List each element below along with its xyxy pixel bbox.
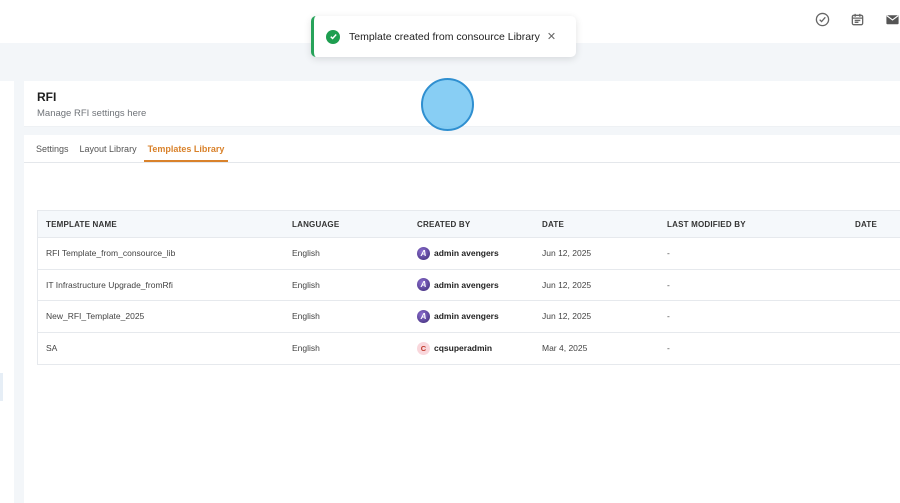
avatar: C — [417, 341, 430, 355]
toast-message: Template created from consource Library — [349, 30, 540, 43]
success-check-icon — [326, 29, 340, 44]
creator-name: admin avengers — [434, 248, 499, 259]
date-cell: Jun 12, 2025 — [542, 279, 592, 290]
page-subtitle: Manage RFI settings here — [37, 108, 147, 119]
table-row[interactable]: RFI Template_from_consource_lib English … — [38, 238, 900, 270]
table-row[interactable]: SA English C cqsuperadmin Mar 4, 2025 - — [38, 333, 900, 365]
settings-tabs: Settings Layout Library Templates Librar… — [24, 135, 900, 163]
tab-layout-library[interactable]: Layout Library — [79, 144, 137, 154]
template-name-cell[interactable]: SA — [46, 343, 58, 354]
created-by-cell: C cqsuperadmin — [417, 341, 493, 355]
column-header-last-modified-by[interactable]: LAST MODIFIED BY — [667, 219, 746, 229]
created-by-cell: A admin avengers — [417, 309, 499, 323]
template-name-cell[interactable]: New_RFI_Template_2025 — [46, 311, 145, 322]
section-divider — [24, 127, 900, 135]
close-icon[interactable]: ✕ — [546, 31, 557, 43]
date-cell: Mar 4, 2025 — [542, 343, 588, 354]
left-sidebar — [0, 81, 14, 503]
last-modified-by-cell: - — [667, 311, 670, 322]
topbar-icons — [815, 12, 900, 27]
last-modified-by-cell: - — [667, 248, 670, 259]
mail-icon[interactable] — [885, 12, 900, 27]
column-header-template-name[interactable]: TEMPLATE NAME — [46, 219, 117, 229]
date-cell: Jun 12, 2025 — [542, 311, 592, 322]
calendar-icon[interactable] — [850, 12, 865, 27]
tab-settings[interactable]: Settings — [36, 144, 69, 154]
column-header-created-by[interactable]: CREATED BY — [417, 219, 471, 229]
creator-name: admin avengers — [434, 311, 499, 322]
column-header-date[interactable]: DATE — [542, 219, 564, 229]
column-header-language[interactable]: LANGUAGE — [292, 219, 340, 229]
created-by-cell: A admin avengers — [417, 246, 499, 260]
language-cell: English — [292, 311, 320, 322]
created-by-cell: A admin avengers — [417, 278, 499, 292]
column-header-modified-date[interactable]: DATE — [855, 219, 877, 229]
last-modified-by-cell: - — [667, 343, 670, 354]
check-circle-icon[interactable] — [815, 12, 830, 27]
avatar: A — [417, 246, 430, 260]
success-toast: Template created from consource Library … — [311, 16, 576, 57]
avatar: A — [417, 309, 430, 323]
sidebar-active-marker — [0, 373, 3, 401]
templates-table: TEMPLATE NAME LANGUAGE CREATED BY DATE L… — [37, 210, 900, 365]
language-cell: English — [292, 343, 320, 354]
table-row[interactable]: New_RFI_Template_2025 English A admin av… — [38, 301, 900, 333]
table-header: TEMPLATE NAME LANGUAGE CREATED BY DATE L… — [38, 211, 900, 238]
table-row[interactable]: IT Infrastructure Upgrade_fromRfi Englis… — [38, 270, 900, 301]
language-cell: English — [292, 248, 320, 259]
avatar: A — [417, 278, 430, 292]
language-cell: English — [292, 279, 320, 290]
tab-templates-library[interactable]: Templates Library — [143, 144, 229, 162]
template-name-cell[interactable]: RFI Template_from_consource_lib — [46, 248, 176, 259]
page-title: RFI — [37, 90, 57, 104]
template-name-cell[interactable]: IT Infrastructure Upgrade_fromRfi — [46, 279, 173, 290]
last-modified-by-cell: - — [667, 279, 670, 290]
date-cell: Jun 12, 2025 — [542, 248, 592, 259]
click-indicator — [421, 78, 474, 131]
creator-name: cqsuperadmin — [434, 343, 493, 354]
creator-name: admin avengers — [434, 279, 499, 290]
